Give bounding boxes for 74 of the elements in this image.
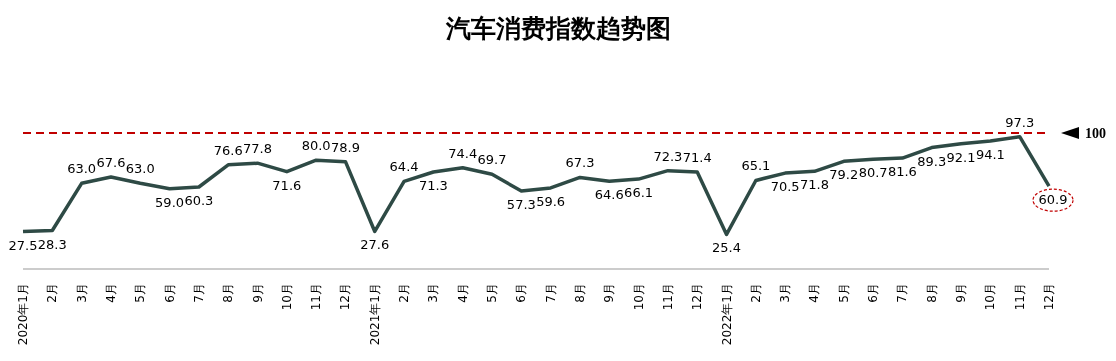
data-label: 71.8 xyxy=(800,177,829,193)
data-label: 77.8 xyxy=(243,141,272,157)
data-label: 71.6 xyxy=(272,177,302,193)
x-tick-label: 6月 xyxy=(162,283,177,303)
data-label: 80.7 xyxy=(858,165,888,181)
x-tick-label: 8月 xyxy=(924,283,939,303)
data-label: 63.0 xyxy=(125,161,155,177)
x-tick-label: 11月 xyxy=(660,283,675,311)
data-label: 74.4 xyxy=(448,145,478,161)
data-label: 59.0 xyxy=(155,194,185,210)
x-tick-label: 2月 xyxy=(397,283,412,303)
x-tick-label: 9月 xyxy=(602,283,617,303)
x-tick-label: 7月 xyxy=(191,283,206,303)
x-tick-label: 5月 xyxy=(485,283,500,303)
x-tick-label: 5月 xyxy=(133,283,148,303)
data-label: 65.1 xyxy=(741,158,771,174)
data-label: 70.5 xyxy=(770,179,800,195)
x-tick-label: 2022年1月 xyxy=(719,283,734,346)
x-tick-label: 12月 xyxy=(1042,283,1056,311)
x-tick-label: 4月 xyxy=(807,283,822,303)
x-tick-label: 2月 xyxy=(748,283,763,303)
x-tick-label: 2021年1月 xyxy=(367,283,382,346)
data-label: 67.3 xyxy=(565,155,595,171)
x-tick-label: 6月 xyxy=(866,283,881,303)
data-label: 64.6 xyxy=(594,187,624,203)
data-label: 25.4 xyxy=(712,240,742,256)
data-label: 79.2 xyxy=(829,167,859,183)
data-label: 71.3 xyxy=(418,178,448,194)
data-label: 78.9 xyxy=(330,139,360,155)
x-tick-label: 3月 xyxy=(426,283,441,303)
data-label: 60.3 xyxy=(184,192,214,208)
x-tick-label: 9月 xyxy=(954,283,969,303)
data-label: 57.3 xyxy=(506,197,536,213)
x-tick-label: 10月 xyxy=(279,283,294,311)
x-tick-label: 7月 xyxy=(543,283,558,303)
x-tick-label: 10月 xyxy=(983,283,998,311)
data-label: 71.4 xyxy=(682,149,712,165)
data-label: 67.6 xyxy=(96,155,126,171)
data-label: 81.6 xyxy=(887,164,917,180)
data-label: 72.3 xyxy=(653,148,683,164)
data-label: 66.1 xyxy=(624,185,654,201)
x-tick-label: 11月 xyxy=(309,283,324,311)
data-label: 76.6 xyxy=(213,142,243,158)
data-label: 59.6 xyxy=(536,193,566,209)
data-label: 69.7 xyxy=(477,152,507,168)
x-tick-label: 2月 xyxy=(45,283,60,303)
x-tick-label: 7月 xyxy=(895,283,910,303)
x-tick-label: 11月 xyxy=(1012,283,1027,311)
data-label: 64.4 xyxy=(389,159,419,175)
data-label: 60.9 xyxy=(1038,192,1068,208)
x-tick-label: 4月 xyxy=(103,283,118,303)
x-tick-label: 4月 xyxy=(455,283,470,303)
x-tick-label: 10月 xyxy=(631,283,646,311)
x-tick-label: 3月 xyxy=(74,283,89,303)
data-label: 94.1 xyxy=(975,147,1005,163)
data-label: 27.6 xyxy=(360,237,390,253)
chart-title: 汽车消费指数趋势图 xyxy=(444,13,672,45)
x-tick-label: 12月 xyxy=(338,283,353,311)
x-tick-label: 8月 xyxy=(221,283,236,303)
x-tick-label: 12月 xyxy=(690,283,705,311)
data-label: 28.3 xyxy=(37,236,67,252)
data-label: 92.1 xyxy=(946,149,976,165)
data-label: 80.0 xyxy=(301,138,331,154)
data-label: 63.0 xyxy=(67,161,97,177)
x-tick-label: 3月 xyxy=(778,283,793,303)
x-tick-label: 2020年1月 xyxy=(16,283,30,346)
x-tick-label: 8月 xyxy=(572,283,587,303)
data-label: 27.5 xyxy=(8,237,38,253)
ref-line-label: 100 xyxy=(1085,125,1106,141)
x-tick-label: 6月 xyxy=(514,283,529,303)
x-tick-label: 9月 xyxy=(250,283,265,303)
data-label: 97.3 xyxy=(1005,114,1035,130)
x-tick-label: 5月 xyxy=(836,283,851,303)
data-label: 89.3 xyxy=(917,153,947,169)
